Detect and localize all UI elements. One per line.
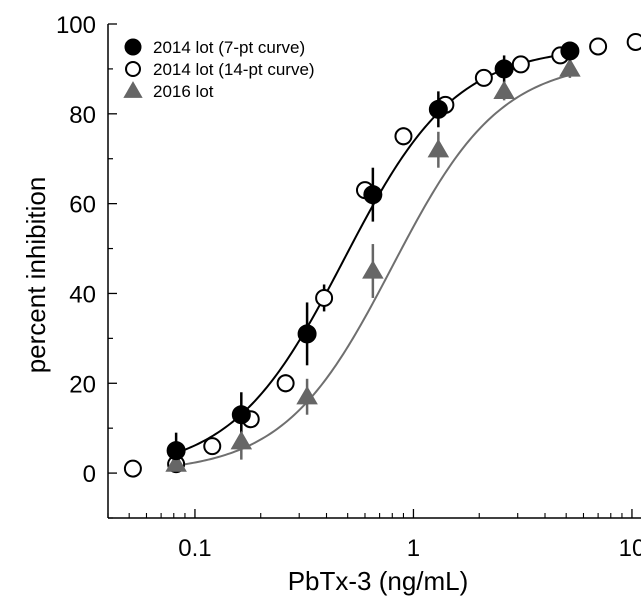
axes: 0 20 40 60 80 100 0.1 1 10 [56,12,641,562]
data-point [276,374,295,393]
data-point [315,288,334,307]
data-point [560,41,580,61]
data-point [165,453,187,472]
data-point [203,437,222,456]
legend-label: 2014 lot (7-pt curve) [153,38,305,57]
data-point [123,81,143,98]
data-point [124,38,142,56]
data-point [230,430,253,450]
data-point [427,138,450,158]
data-point [494,59,514,79]
legend-label: 2014 lot (14-pt curve) [153,60,315,79]
x-tick-label: 10 [619,535,641,562]
data-point [394,127,413,146]
y-tick-label: 40 [69,281,96,308]
y-tick-label: 0 [83,461,96,488]
legend-label: 2016 lot [153,82,214,101]
data-point [474,68,493,87]
x-axis-label: PbTx-3 (ng/mL) [288,566,469,596]
x-tick-label: 0.1 [178,535,211,562]
data-point [297,324,317,344]
data-point [231,405,251,425]
x-tick-label: 1 [407,535,420,562]
data-point [511,55,530,74]
data-point [166,441,186,461]
y-tick-label: 80 [69,102,96,129]
y-axis-label: percent inhibition [21,177,51,374]
data-point [362,260,384,279]
data-point [363,185,383,205]
y-tick-label: 20 [69,371,96,398]
data-point [626,32,641,51]
data-point [296,385,318,405]
data-point [125,61,141,77]
data-markers [123,32,641,478]
data-point [123,459,142,478]
data-point [559,57,581,77]
y-tick-label: 60 [69,192,96,219]
data-point [428,99,448,119]
y-tick-label: 100 [56,12,96,39]
data-point [493,80,515,100]
data-point [589,37,608,56]
legend: 2014 lot (7-pt curve) 2014 lot (14-pt cur… [123,38,315,101]
